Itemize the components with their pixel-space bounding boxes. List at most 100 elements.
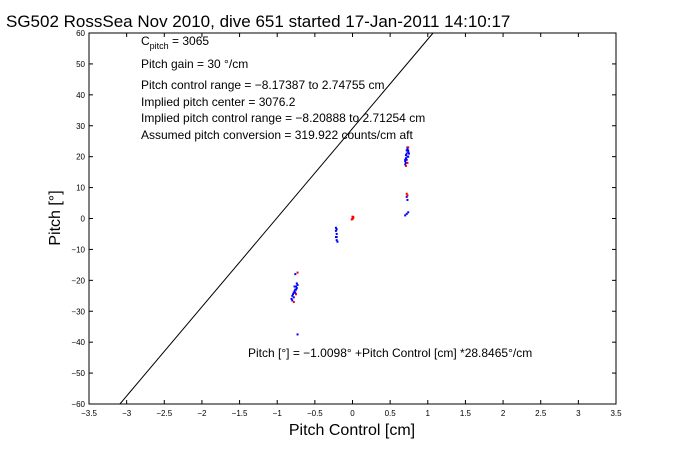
c-pitch-main: C <box>141 34 150 48</box>
data-point <box>407 152 410 155</box>
data-point <box>292 300 295 303</box>
data-point <box>334 226 337 229</box>
data-point <box>292 296 295 299</box>
data-point <box>404 154 407 157</box>
fit-line <box>119 32 434 405</box>
c-pitch-subscript: pitch <box>150 41 169 51</box>
data-point <box>291 294 294 297</box>
x-tick-label: 1 <box>426 409 431 418</box>
data-point <box>404 164 407 167</box>
x-tick-label: 2.5 <box>535 409 547 418</box>
y-tick-label: 60 <box>76 29 85 38</box>
y-axis-label: Pitch [°] <box>47 190 64 245</box>
x-tick-label: −2 <box>197 409 207 418</box>
x-tick-label: −3.5 <box>81 409 97 418</box>
data-point <box>352 216 355 219</box>
c-pitch-annotation: Cpitch = 3065 <box>141 34 209 51</box>
data-point <box>295 293 298 296</box>
data-point <box>406 198 409 201</box>
annotation-block: Cpitch = 3065 Pitch gain = 30 °/cm Pitch… <box>141 34 532 360</box>
y-tick-label: −20 <box>71 276 85 285</box>
y-tick-label: 20 <box>76 153 85 162</box>
x-tick-label: 3 <box>576 409 581 418</box>
data-point <box>296 271 299 274</box>
data-point <box>351 215 354 218</box>
data-point <box>293 285 296 288</box>
data-point <box>294 273 297 276</box>
data-point <box>290 297 293 300</box>
y-tick-label: 30 <box>76 122 85 131</box>
data-point <box>405 212 408 215</box>
y-tick-label: −40 <box>71 338 85 347</box>
data-point <box>404 163 407 166</box>
data-point <box>406 155 409 158</box>
data-point <box>296 333 299 336</box>
data-point <box>406 161 409 164</box>
x-tick-label: −1 <box>273 409 283 418</box>
annotation-line: Pitch gain = 30 °/cm <box>141 57 248 71</box>
data-point <box>404 161 407 164</box>
y-tick-label: 10 <box>76 184 85 193</box>
data-point <box>405 195 408 198</box>
data-point <box>296 283 299 286</box>
annotation-line: Implied pitch control range = −8.20888 t… <box>141 111 425 125</box>
data-point <box>335 239 338 242</box>
data-point <box>404 214 407 217</box>
x-tick-label: −1.5 <box>232 409 248 418</box>
data-point <box>404 160 407 163</box>
data-point <box>351 218 354 221</box>
fit-line-group <box>119 32 434 405</box>
data-point <box>406 147 409 150</box>
data-point <box>404 158 407 161</box>
data-point <box>406 194 409 197</box>
data-point <box>295 288 298 291</box>
data-point <box>405 149 408 152</box>
data-point <box>334 236 337 239</box>
data-point <box>407 151 410 154</box>
data-point <box>294 291 297 294</box>
data-point <box>335 232 338 235</box>
data-point <box>336 240 339 243</box>
data-points <box>290 146 410 336</box>
annotation-line: Pitch control range = −8.17387 to 2.7475… <box>141 78 385 92</box>
axis-ticks: −3.5 −3 −2.5 −2 −1.5 −1 −0.5 0 0.5 1 1.5 2 2.5 3 3.5 −6… <box>71 29 622 418</box>
data-point <box>295 285 298 288</box>
data-point <box>335 228 338 231</box>
x-tick-label: −2.5 <box>156 409 172 418</box>
data-point <box>295 287 298 290</box>
y-tick-label: −10 <box>71 245 85 254</box>
data-point <box>405 192 408 195</box>
c-pitch-value: = 3065 <box>169 34 210 48</box>
data-point <box>404 157 407 160</box>
y-tick-label: 40 <box>76 91 85 100</box>
x-tick-label: −0.5 <box>307 409 323 418</box>
chart-title: SG502 RossSea Nov 2010, dive 651 started… <box>6 12 510 31</box>
y-tick-label: −30 <box>71 307 85 316</box>
x-tick-label: 0.5 <box>385 409 397 418</box>
data-point <box>407 211 410 214</box>
data-point <box>292 291 295 294</box>
data-point <box>334 229 337 232</box>
data-point <box>295 282 298 285</box>
data-point <box>407 146 410 149</box>
data-point <box>292 293 295 296</box>
x-tick-label: 0 <box>350 409 355 418</box>
data-point <box>407 149 410 152</box>
annotation-line: Assumed pitch conversion = 319.922 count… <box>141 128 413 142</box>
x-tick-label: 1.5 <box>460 409 472 418</box>
x-tick-label: −3 <box>122 409 132 418</box>
y-tick-label: 50 <box>76 60 85 69</box>
y-tick-label: 0 <box>81 215 86 224</box>
x-axis-label: Pitch Control [cm] <box>289 422 415 439</box>
fit-equation-label: Pitch [°] = −1.0098° +Pitch Control [cm]… <box>248 346 532 360</box>
x-tick-label: 3.5 <box>610 409 622 418</box>
x-tick-label: 2 <box>501 409 506 418</box>
annotation-line: Implied pitch center = 3076.2 <box>141 95 296 109</box>
y-tick-label: −60 <box>71 400 85 409</box>
data-point <box>291 299 294 302</box>
data-point <box>405 158 408 161</box>
y-tick-label: −50 <box>71 369 85 378</box>
data-point <box>405 152 408 155</box>
data-point <box>293 290 296 293</box>
